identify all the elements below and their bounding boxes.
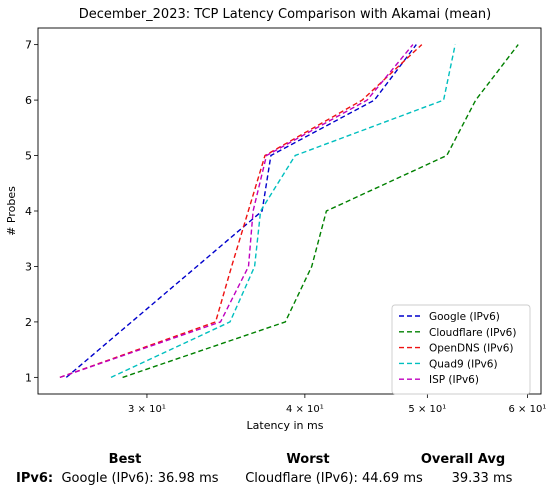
y-tick-label: 1 bbox=[25, 371, 32, 384]
series-line-0 bbox=[65, 44, 417, 378]
summary-overall-value: 39.33 ms bbox=[451, 471, 513, 486]
summary-header-best: Best bbox=[108, 452, 142, 467]
summary-header-overall: Overall Avg bbox=[420, 452, 506, 467]
summary-worst-value: Cloudflare (IPv6): 44.69 ms bbox=[245, 471, 423, 486]
series-line-1 bbox=[122, 44, 519, 379]
series-line-4 bbox=[59, 44, 414, 379]
legend-entry: ISP (IPv6) bbox=[429, 374, 479, 386]
y-tick-label: 6 bbox=[25, 94, 32, 107]
summary-best-value: Google (IPv6): 36.98 ms bbox=[61, 471, 219, 486]
y-tick-label: 4 bbox=[25, 205, 32, 218]
y-tick-label: 3 bbox=[25, 260, 32, 273]
latency-chart: December_2023: TCP Latency Comparison wi… bbox=[5, 7, 547, 432]
x-tick-label: 4 × 10¹ bbox=[286, 404, 324, 415]
summary-header-worst: Worst bbox=[286, 452, 330, 467]
legend-entry: Cloudflare (IPv6) bbox=[429, 327, 516, 339]
legend-entry: OpenDNS (IPv6) bbox=[429, 343, 514, 355]
y-tick-label: 2 bbox=[25, 316, 32, 329]
y-axis-label: # Probes bbox=[5, 186, 18, 236]
x-axis-label: Latency in ms bbox=[247, 419, 324, 432]
x-tick-label: 5 × 10¹ bbox=[408, 404, 446, 415]
x-tick-label: 6 × 10¹ bbox=[509, 404, 547, 415]
series-line-3 bbox=[110, 44, 456, 379]
legend-box bbox=[391, 304, 531, 395]
legend-entry: Quad9 (IPv6) bbox=[429, 358, 498, 370]
y-tick-label: 5 bbox=[25, 150, 32, 163]
summary-row-label: IPv6: bbox=[16, 471, 54, 486]
series-line-2 bbox=[59, 44, 423, 379]
legend: Google (IPv6) Cloudflare (IPv6) OpenDNS (I… bbox=[391, 304, 531, 395]
summary-table: Best Worst Overall Avg IPv6: Google (IPv… bbox=[0, 448, 550, 496]
x-tick-label: 3 × 10¹ bbox=[128, 404, 166, 415]
chart-title: December_2023: TCP Latency Comparison wi… bbox=[79, 7, 491, 22]
y-tick-label: 7 bbox=[25, 39, 32, 52]
legend-entry: Google (IPv6) bbox=[429, 311, 500, 323]
